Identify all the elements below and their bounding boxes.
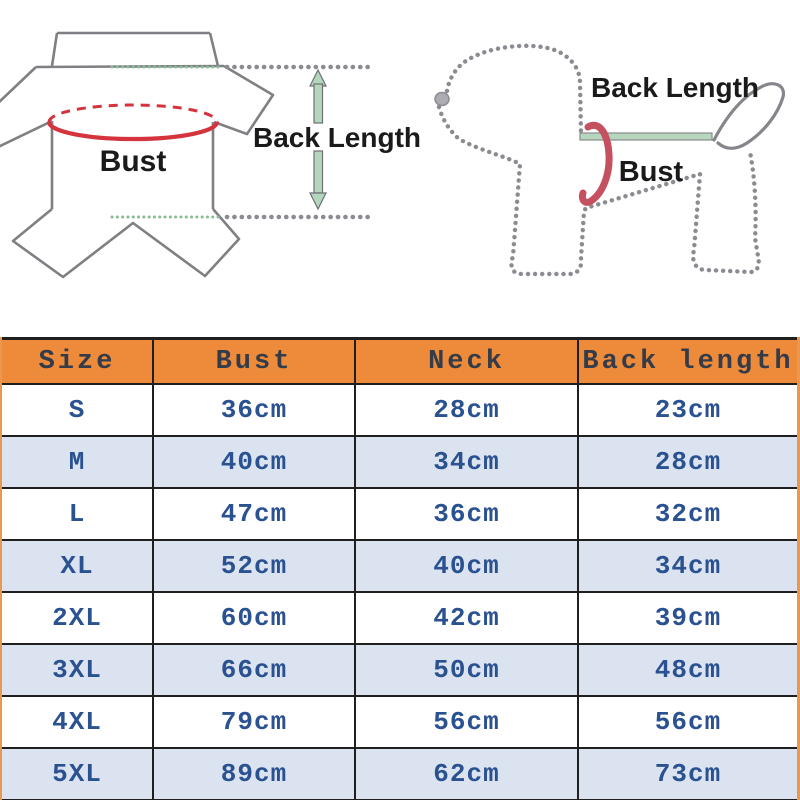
dog-nose (434, 91, 450, 107)
header-back-length: Back length (577, 337, 797, 385)
garment-diagram: Bust Back Length (0, 31, 421, 279)
dog-diagram: Back Length Bust (434, 43, 786, 277)
dog-back-line (579, 132, 713, 141)
bust-cell: 40cm (152, 435, 356, 489)
size-cell: 2XL (2, 591, 154, 645)
bust-cell: 47cm (152, 487, 356, 541)
header-bust: Bust (152, 337, 356, 385)
flat-bust-label: Bust (100, 145, 167, 178)
header-size: Size (2, 337, 154, 385)
size-cell: XL (2, 539, 154, 593)
back-length-cell: 73cm (577, 747, 797, 800)
neck-cell: 28cm (354, 383, 579, 437)
neck-cell: 50cm (354, 643, 579, 697)
bust-cell: 60cm (152, 591, 356, 645)
neck-cell: 36cm (354, 487, 579, 541)
dog-back-length-label: Back Length (591, 72, 759, 103)
back-length-cell: 23cm (577, 383, 797, 437)
back-length-cell: 34cm (577, 539, 797, 593)
table-header-row: Size Bust Neck Back length (2, 337, 797, 385)
bust-ellipse (46, 103, 220, 142)
dog-outline (436, 43, 761, 277)
size-cell: M (2, 435, 154, 489)
bust-cell: 89cm (152, 747, 356, 800)
size-chart-table: Size Bust Neck Back length S 36cm 28cm 2… (0, 337, 800, 800)
neck-cell: 34cm (354, 435, 579, 489)
back-length-cell: 28cm (577, 435, 797, 489)
dog-bust-label: Bust (619, 156, 684, 188)
dog-tail-outline (712, 82, 786, 150)
table-row: L 47cm 36cm 32cm (2, 487, 797, 541)
size-cell: S (2, 383, 154, 437)
table-row: 3XL 66cm 50cm 48cm (2, 643, 797, 697)
dog-bust-arc (579, 121, 613, 206)
bust-cell: 66cm (152, 643, 356, 697)
flat-back-length-label: Back Length (253, 122, 421, 153)
header-neck: Neck (354, 337, 579, 385)
size-cell: 5XL (2, 747, 154, 800)
size-cell: L (2, 487, 154, 541)
measurement-diagrams: Bust Back Length Back Length Bust (0, 31, 786, 279)
bust-cell: 52cm (152, 539, 356, 593)
back-length-cell: 48cm (577, 643, 797, 697)
back-length-arrow (309, 68, 327, 211)
size-cell: 4XL (2, 695, 154, 749)
back-length-cell: 39cm (577, 591, 797, 645)
neck-cell: 62cm (354, 747, 579, 800)
garment-outline (0, 31, 275, 279)
table-row: S 36cm 28cm 23cm (2, 383, 797, 437)
back-length-cell: 32cm (577, 487, 797, 541)
bust-cell: 79cm (152, 695, 356, 749)
table-row: 2XL 60cm 42cm 39cm (2, 591, 797, 645)
neck-cell: 42cm (354, 591, 579, 645)
back-length-cell: 56cm (577, 695, 797, 749)
table-row: M 40cm 34cm 28cm (2, 435, 797, 489)
table-row: 4XL 79cm 56cm 56cm (2, 695, 797, 749)
neck-cell: 56cm (354, 695, 579, 749)
table-row: 5XL 89cm 62cm 73cm (2, 747, 797, 800)
bust-cell: 36cm (152, 383, 356, 437)
neck-cell: 40cm (354, 539, 579, 593)
table-row: XL 52cm 40cm 34cm (2, 539, 797, 593)
size-cell: 3XL (2, 643, 154, 697)
